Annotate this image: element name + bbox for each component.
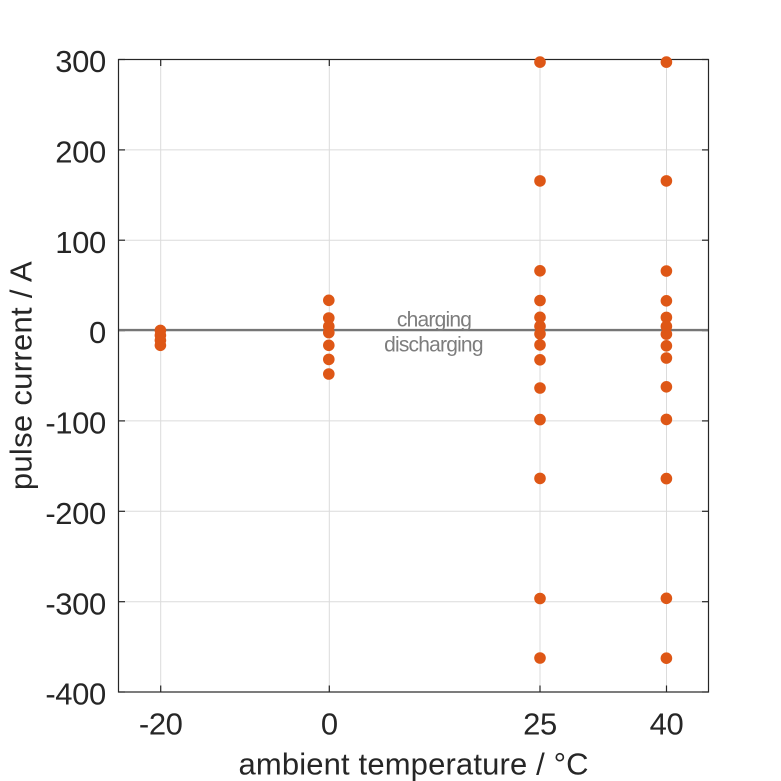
svg-text:discharging: discharging (384, 334, 483, 357)
svg-text:100: 100 (55, 225, 106, 260)
svg-text:0: 0 (321, 707, 338, 742)
svg-text:40: 40 (650, 707, 684, 742)
svg-text:-300: -300 (45, 586, 106, 621)
svg-text:-200: -200 (45, 496, 106, 531)
svg-text:0: 0 (89, 315, 106, 350)
svg-text:-20: -20 (139, 707, 183, 742)
svg-text:ambient temperature / °C: ambient temperature / °C (238, 747, 588, 781)
svg-text:pulse current / A: pulse current / A (4, 261, 39, 490)
svg-text:200: 200 (55, 135, 106, 170)
svg-text:-100: -100 (45, 406, 106, 441)
svg-text:25: 25 (523, 707, 557, 742)
svg-text:-400: -400 (45, 677, 106, 712)
svg-text:charging: charging (397, 309, 471, 332)
svg-text:300: 300 (55, 44, 106, 79)
